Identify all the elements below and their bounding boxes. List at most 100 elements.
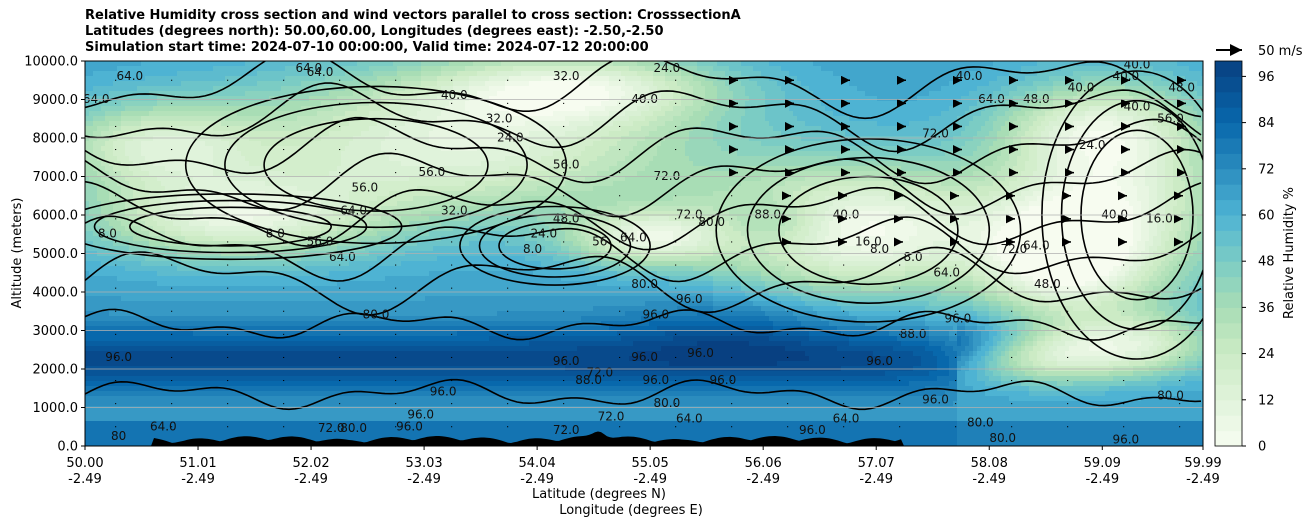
contour-ellipse [129, 206, 332, 247]
contour-line [85, 308, 1202, 341]
x-tick-label-latitude: 57.07 [858, 456, 895, 471]
x-tick-label-longitude: -2.49 [181, 472, 215, 487]
contour-label: 96.0 [799, 423, 826, 437]
contour-label: 88.0 [754, 208, 781, 222]
contour-line [85, 180, 1202, 251]
x-tick-label-longitude: -2.49 [1085, 472, 1119, 487]
x-axis: 50.00-2.4951.01-2.4952.02-2.4953.03-2.49… [66, 446, 1222, 487]
x-tick-label-latitude: 53.03 [405, 456, 442, 471]
colorbar-frame [1214, 60, 1243, 447]
colorbar-segment [1215, 292, 1242, 308]
colorbar-tick-label: 12 [1258, 393, 1275, 408]
contour-label: 96.0 [430, 385, 457, 399]
contour-label: 8.0 [904, 250, 923, 264]
contour-label: 96.0 [922, 392, 949, 406]
rh-field: 8.0 64.0 64.0 96.0 64.0 80 8.0 56.0 64.0 64.0 56.0… [83, 57, 1203, 446]
contour-label: 64.0 [116, 69, 143, 83]
contour-label: 48.0 [1023, 92, 1050, 106]
contour-label: 96.0 [105, 350, 132, 364]
contour-ellipse [85, 193, 403, 261]
contour-label: 8.0 [523, 242, 542, 256]
contour-label: 16.0 [855, 234, 882, 248]
contour-label: 24.0 [654, 61, 681, 75]
contour-label: 64.0 [933, 265, 960, 279]
terrain [85, 431, 1203, 446]
contour-label: 64.0 [150, 419, 177, 433]
colorbar-segment [1215, 322, 1242, 339]
contour-ellipse [715, 137, 1022, 323]
contour-line [85, 61, 1202, 120]
colorbar-tick-label: 60 [1258, 209, 1275, 224]
x-tick-label-longitude: -2.49 [520, 472, 554, 487]
contour-label: 64.0 [340, 204, 367, 218]
y-axis: 0.0 1000.0 2000.0 3000.0 4000.0 5000.0 6000.0 7… [24, 55, 85, 455]
colorbar-segment [1215, 76, 1242, 93]
contour-label: 40.0 [1124, 57, 1151, 71]
contour-label: 88.0 [900, 327, 927, 341]
x-tick-label-longitude: -2.49 [1186, 472, 1220, 487]
contour-label: 56.0 [307, 234, 334, 248]
colorbar-segment [1215, 245, 1242, 262]
contour-label: 56 [592, 234, 607, 248]
colorbar-segment [1215, 353, 1242, 370]
colorbar-segment [1215, 122, 1242, 139]
contour-label: 64.0 [83, 92, 110, 106]
contour-label: 96.0 [710, 373, 737, 387]
colorbar-segment [1215, 215, 1242, 231]
y-tick-label: 6000.0 [33, 209, 79, 224]
colorbar-segment [1215, 91, 1242, 108]
contour-label: 96.0 [866, 354, 893, 368]
x-tick-label-longitude: -2.49 [972, 472, 1006, 487]
contour-label: 56.0 [419, 165, 446, 179]
contour-label: 72.0 [922, 127, 949, 141]
contour-label: 40.0 [441, 88, 468, 102]
x-axis-label-latitude: Latitude (degrees N) [532, 487, 666, 502]
y-tick-label: 0.0 [57, 440, 78, 455]
wind-key: 50 m/s [1216, 44, 1303, 59]
colorbar-segment [1215, 261, 1242, 278]
contour-label: 72.0 [598, 410, 625, 424]
colorbar-tick-label: 72 [1258, 162, 1275, 177]
colorbar-segment [1215, 307, 1242, 324]
contour-label: 96.0 [642, 373, 669, 387]
contour-label: 48.0 [553, 211, 580, 225]
y-tick-label: 5000.0 [33, 247, 79, 262]
contour-label: 64.0 [978, 92, 1005, 106]
contour-label: 72.0 [318, 421, 345, 435]
x-axis-label-longitude: Longitude (degrees E) [559, 503, 703, 518]
y-tick-label: 1000.0 [33, 401, 79, 416]
contour-label: 96.0 [631, 350, 658, 364]
contour-label: 40.0 [1124, 100, 1151, 114]
colorbar-segment [1215, 168, 1242, 185]
colorbar-segment [1215, 430, 1242, 447]
contour-label: 64.0 [833, 412, 860, 426]
colorbar-segment [1215, 184, 1242, 201]
colorbar-segment [1215, 415, 1242, 432]
contour-ellipse [498, 221, 612, 270]
contour-label: 96.0 [642, 308, 669, 322]
contour-label: 32.0 [486, 111, 513, 125]
contour-label: 96.0 [945, 311, 972, 325]
contour-label: 80.0 [631, 277, 658, 291]
x-tick-label-latitude: 54.04 [519, 456, 556, 471]
contour-label: 64.0 [676, 412, 703, 426]
colorbar-tick-label: 0 [1258, 440, 1266, 455]
contour-ellipse [459, 205, 651, 286]
contour-label: 48.0 [1168, 80, 1195, 94]
x-tick-label-latitude: 52.02 [292, 456, 329, 471]
colorbar-segment [1215, 276, 1242, 293]
colorbar-segment [1215, 384, 1242, 401]
contour-label: 88.0 [575, 373, 602, 387]
y-tick-label: 3000.0 [33, 324, 79, 339]
colorbar-tick-label: 48 [1258, 255, 1275, 270]
y-tick-label: 4000.0 [33, 286, 79, 301]
y-tick-label: 7000.0 [33, 170, 79, 185]
contour-label: 96.0 [407, 408, 434, 422]
x-tick-label-longitude: -2.49 [294, 472, 328, 487]
contour-label: 80.0 [989, 431, 1016, 445]
contour-label: 96.0 [676, 292, 703, 306]
contour-label: 80.0 [340, 421, 367, 435]
x-tick-label-latitude: 58.08 [971, 456, 1008, 471]
contour-label: 80 [111, 429, 126, 443]
contour-label: 80.0 [698, 215, 725, 229]
